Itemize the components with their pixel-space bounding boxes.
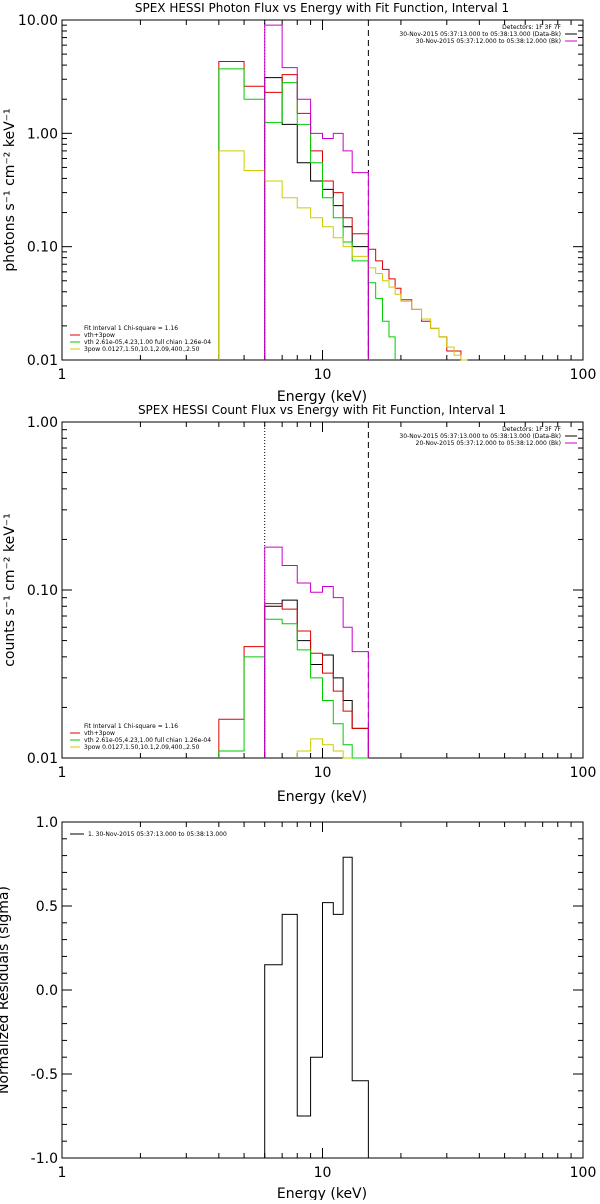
residuals-y-tick-label: 1.0 [36, 815, 58, 831]
count-flux-y-label: counts s⁻¹ cm⁻² keV⁻¹ [2, 513, 18, 667]
residuals-y-tick-label: 0.0 [36, 983, 58, 999]
photon-flux-y-tick-label: 0.10 [27, 240, 58, 256]
residuals-panel: Normalized Residuals (sigma) Energy (keV… [0, 815, 597, 1202]
photon-flux-x-label: Energy (keV) [277, 389, 367, 405]
photon-flux-x-tick-label: 1 [58, 367, 67, 383]
residuals-x-tick-label: 10 [314, 1165, 332, 1181]
count-flux-y-tick-label: 0.10 [27, 583, 58, 599]
count-flux-title: SPEX HESSI Count Flux vs Energy with Fit… [138, 403, 506, 417]
count-flux-x-tick-label: 1 [58, 765, 67, 781]
residuals-y-tick-label: 0.5 [36, 899, 58, 915]
photon-flux-title: SPEX HESSI Photon Flux vs Energy with Fi… [135, 1, 509, 15]
count-flux-series-4-line [264, 546, 369, 758]
count-flux-header-text: 20-Nov-2015 05:37:12.000 to 05:38:12.000… [416, 440, 561, 447]
count-flux-x-tick-label: 10 [314, 765, 332, 781]
count-flux-x-tick-label: 100 [570, 765, 597, 781]
photon-flux-y-tick-label: 1.00 [27, 126, 58, 142]
residuals-y-tick-label: -0.5 [31, 1067, 58, 1083]
count-flux-legend-text: vth+3pow [84, 730, 115, 737]
photon-flux-series-3-line [218, 150, 468, 361]
count-flux-legend-text: 3pow 0.0127,1.50,10.1,2.09,400.,2.50 [84, 744, 200, 751]
photon-flux-header-text: 30-Nov-2015 05:37:13.000 to 05:38:13.000… [399, 31, 561, 38]
photon-flux-legend-text: 3pow 0.0127,1.50,10.1,2.09,400.,2.50 [84, 346, 200, 353]
photon-flux-x-tick-label: 100 [570, 367, 597, 383]
count-flux-y-tick-label: 1.00 [27, 415, 58, 431]
count-flux-series-1-line [218, 603, 369, 758]
residuals-y-tick-label: -1.0 [31, 1151, 58, 1167]
photon-flux-header-text: 30-Nov-2015 05:37:12.000 to 05:38:12.000… [416, 38, 561, 45]
photon-flux-series-4-line [264, 24, 369, 360]
photon-flux-y-tick-label: 0.01 [27, 353, 58, 369]
count-flux-legend-text: vth 2.61e-05,4.23,1.00 full chian 1.26e-… [84, 737, 211, 744]
count-flux-header-text: Detectors: 1F 3F 7F [502, 426, 561, 433]
count-flux-series-2-line [218, 618, 369, 759]
count-flux-header-text: 30-Nov-2015 05:37:13.000 to 05:38:13.000… [399, 433, 561, 440]
count-flux-x-label: Energy (keV) [277, 789, 367, 805]
photon-flux-panel: SPEX HESSI Photon Flux vs Energy with Fi… [2, 1, 596, 405]
count-flux-legend-text: Fit Interval 1 Chi-square = 1.16 [84, 723, 178, 730]
photon-flux-y-label: photons s⁻¹ cm⁻² keV⁻¹ [2, 108, 18, 271]
residuals-x-tick-label: 1 [58, 1165, 67, 1181]
residuals-y-label: Normalized Residuals (sigma) [0, 886, 12, 1094]
photon-flux-header-text: Detectors: 1F 3F 7F [502, 24, 561, 31]
count-flux-panel: SPEX HESSI Count Flux vs Energy with Fit… [2, 403, 596, 805]
residuals-x-label: Energy (keV) [277, 1186, 367, 1200]
residuals-legend-text: 1. 30-Nov-2015 05:37:13.000 to 05:38:13.… [88, 831, 227, 838]
residuals-series-0-line [264, 856, 369, 1158]
photon-flux-legend-text: Fit Interval 1 Chi-square = 1.16 [84, 325, 178, 332]
photon-flux-legend-text: vth 2.61e-05,4.23,1.00 full chian 1.26e-… [84, 339, 211, 346]
count-flux-y-tick-label: 0.01 [27, 751, 58, 767]
count-flux-series-3-line [296, 738, 353, 759]
photon-flux-y-tick-label: 10.00 [18, 13, 58, 29]
photon-flux-legend-text: vth+3pow [84, 332, 115, 339]
residuals-x-tick-label: 100 [570, 1165, 597, 1181]
photon-flux-x-tick-label: 10 [314, 367, 332, 383]
